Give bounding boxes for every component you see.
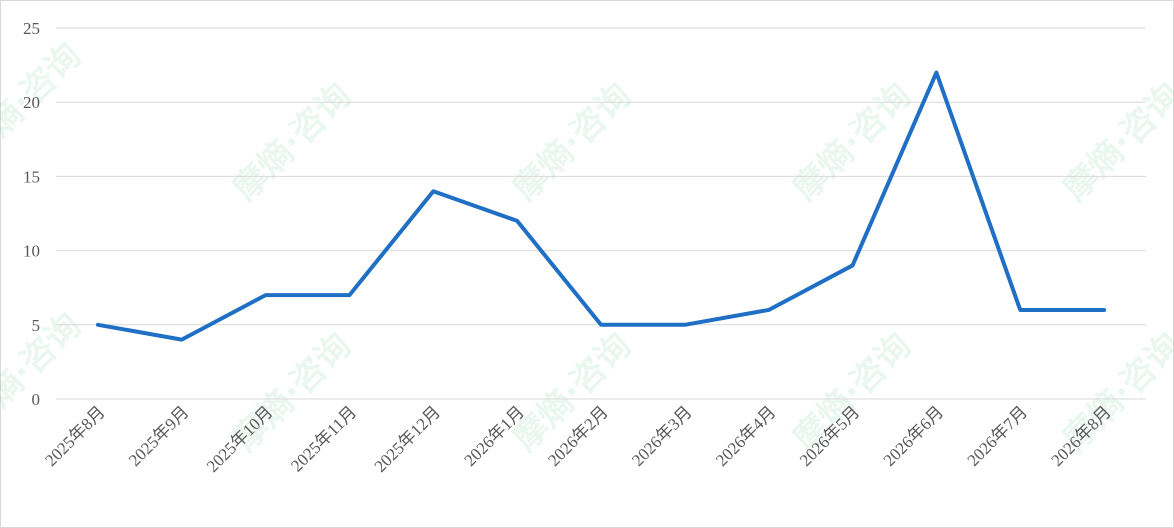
y-tick-label: 25	[23, 19, 40, 38]
y-tick-label: 10	[23, 242, 40, 261]
line-series	[95, 70, 1107, 342]
y-tick-label: 0	[32, 390, 41, 409]
y-tick-label: 20	[23, 93, 40, 112]
y-tick-label: 15	[23, 167, 40, 186]
y-tick-label: 5	[32, 316, 41, 335]
